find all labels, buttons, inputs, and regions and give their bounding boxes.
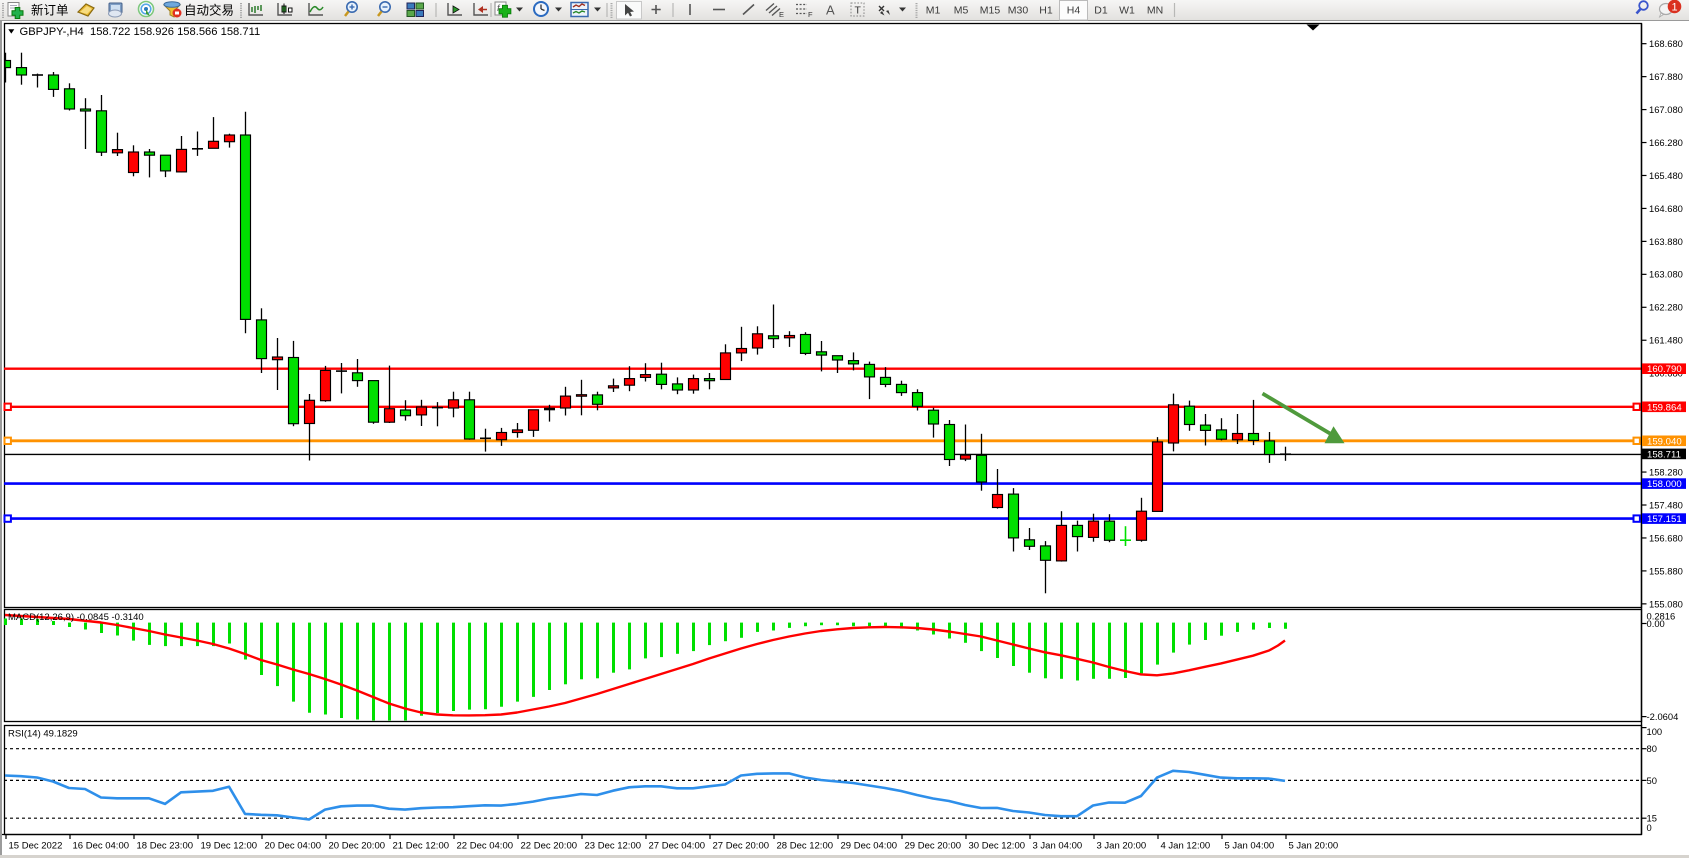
svg-text:162.280: 162.280	[1649, 302, 1683, 313]
svg-text:30 Dec 12:00: 30 Dec 12:00	[969, 841, 1026, 852]
svg-text:H1: H1	[1039, 5, 1053, 17]
svg-text:5 Jan 04:00: 5 Jan 04:00	[1225, 841, 1275, 852]
svg-text:29 Dec 04:00: 29 Dec 04:00	[841, 841, 898, 852]
svg-text:D1: D1	[1094, 5, 1108, 17]
svg-text:80: 80	[1647, 743, 1657, 754]
svg-text:27 Dec 20:00: 27 Dec 20:00	[713, 841, 770, 852]
svg-text:163.880: 163.880	[1649, 236, 1683, 247]
svg-text:155.080: 155.080	[1649, 598, 1683, 609]
svg-text:T: T	[855, 5, 862, 17]
svg-text:15: 15	[1647, 813, 1657, 824]
svg-text:157.480: 157.480	[1649, 499, 1683, 510]
svg-text:5 Jan 20:00: 5 Jan 20:00	[1289, 841, 1339, 852]
svg-text:18 Dec 23:00: 18 Dec 23:00	[137, 841, 194, 852]
svg-text:100: 100	[1647, 726, 1663, 737]
svg-text:M30: M30	[1008, 5, 1029, 17]
svg-text:M5: M5	[954, 5, 969, 17]
svg-text:MN: MN	[1147, 5, 1163, 17]
svg-text:0.00: 0.00	[1647, 618, 1665, 629]
svg-text:158.000: 158.000	[1647, 479, 1682, 490]
svg-text:27 Dec 04:00: 27 Dec 04:00	[649, 841, 706, 852]
svg-text:1: 1	[1671, 2, 1677, 14]
svg-text:167.880: 167.880	[1649, 71, 1683, 82]
svg-text:29 Dec 20:00: 29 Dec 20:00	[905, 841, 962, 852]
svg-text:21 Dec 12:00: 21 Dec 12:00	[393, 841, 450, 852]
svg-text:19 Dec 12:00: 19 Dec 12:00	[201, 841, 258, 852]
svg-text:168.680: 168.680	[1649, 38, 1683, 49]
svg-text:28 Dec 12:00: 28 Dec 12:00	[777, 841, 834, 852]
svg-text:165.480: 165.480	[1649, 170, 1683, 181]
svg-text:4 Jan 12:00: 4 Jan 12:00	[1161, 841, 1211, 852]
svg-text:0.2816: 0.2816	[1647, 611, 1676, 622]
svg-text:157.151: 157.151	[1647, 514, 1682, 525]
svg-text:RSI(14) 49.1829: RSI(14) 49.1829	[8, 729, 78, 740]
svg-text:15 Dec 2022: 15 Dec 2022	[9, 841, 63, 852]
svg-text:A: A	[826, 3, 835, 18]
svg-text:F: F	[808, 10, 813, 19]
svg-text:M15: M15	[980, 5, 1001, 17]
svg-text:20 Dec 04:00: 20 Dec 04:00	[265, 841, 322, 852]
svg-text:159.040: 159.040	[1647, 436, 1682, 447]
svg-text:160.790: 160.790	[1647, 364, 1682, 375]
svg-text:-2.0604: -2.0604	[1647, 711, 1679, 722]
svg-text:M1: M1	[926, 5, 941, 17]
svg-text:164.680: 164.680	[1649, 203, 1683, 214]
svg-text:H4: H4	[1067, 5, 1081, 17]
svg-text:20 Dec 20:00: 20 Dec 20:00	[329, 841, 386, 852]
svg-text:23 Dec 12:00: 23 Dec 12:00	[585, 841, 642, 852]
svg-text:167.080: 167.080	[1649, 104, 1683, 115]
svg-text:22 Dec 20:00: 22 Dec 20:00	[521, 841, 578, 852]
svg-text:3 Jan 04:00: 3 Jan 04:00	[1033, 841, 1083, 852]
svg-text:MACD(12,26,9) -0.0845 -0.3140: MACD(12,26,9) -0.0845 -0.3140	[8, 612, 144, 623]
svg-text:158.280: 158.280	[1649, 466, 1683, 477]
svg-text:新订单: 新订单	[31, 3, 69, 18]
svg-text:3 Jan 20:00: 3 Jan 20:00	[1097, 841, 1147, 852]
svg-text:E: E	[779, 10, 784, 19]
svg-text:0: 0	[1647, 822, 1652, 833]
svg-text:W1: W1	[1119, 5, 1135, 17]
svg-text:16 Dec 04:00: 16 Dec 04:00	[73, 841, 130, 852]
svg-text:155.880: 155.880	[1649, 565, 1683, 576]
svg-text:161.480: 161.480	[1649, 335, 1683, 346]
svg-text:22 Dec 04:00: 22 Dec 04:00	[457, 841, 514, 852]
svg-text:f: f	[497, 3, 501, 13]
svg-text:166.280: 166.280	[1649, 137, 1683, 148]
svg-text:156.680: 156.680	[1649, 532, 1683, 543]
svg-text:159.864: 159.864	[1647, 402, 1682, 413]
svg-text:GBPJPY-,H4 158.722 158.926 15: GBPJPY-,H4 158.722 158.926 158.566 158.7…	[20, 26, 261, 38]
svg-text:158.711: 158.711	[1647, 449, 1681, 460]
svg-text:50: 50	[1647, 775, 1657, 786]
svg-text:自动交易: 自动交易	[184, 3, 234, 18]
svg-text:163.080: 163.080	[1649, 269, 1683, 280]
